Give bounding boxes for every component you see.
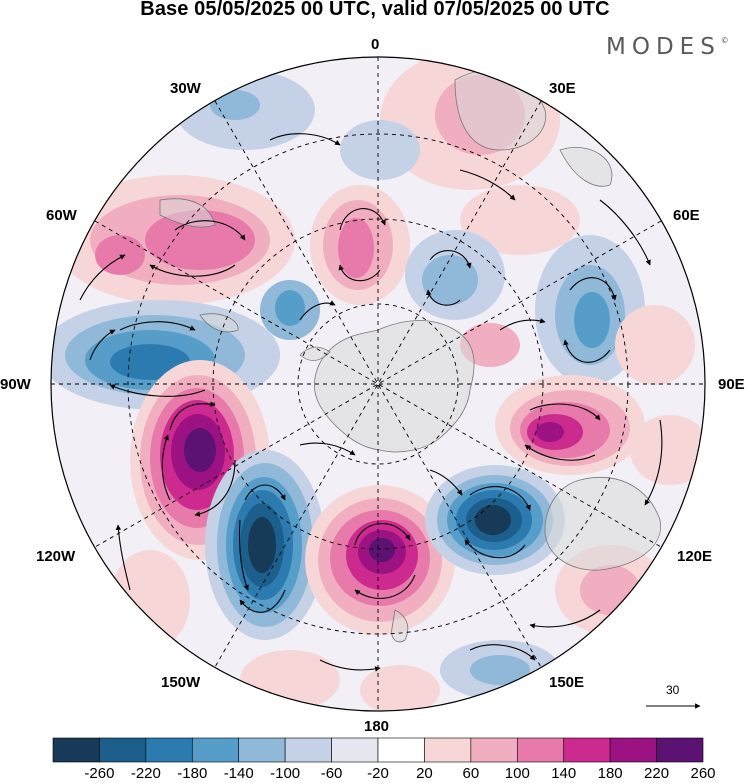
lon-label-90w: 90W <box>0 376 31 393</box>
colorbar-tick-label: -60 <box>320 765 343 782</box>
colorbar-swatch <box>470 737 518 763</box>
colorbar-swatch <box>516 737 565 763</box>
graticule <box>51 57 705 711</box>
lon-label-180: 180 <box>364 718 390 735</box>
colorbar-swatch <box>331 737 379 763</box>
map-border <box>50 56 706 712</box>
colorbar-tick-label: 180 <box>597 765 623 782</box>
colorbar-tick-label: -260 <box>84 765 115 782</box>
lon-label-120w: 120W <box>36 548 76 565</box>
colorbar-tick-label: 140 <box>551 765 577 782</box>
colorbar-tick-label: -180 <box>177 765 208 782</box>
colorbar-tick-label: -100 <box>270 765 301 782</box>
lon-label-30w: 30W <box>170 80 201 97</box>
colorbar-tick-label: -140 <box>223 765 254 782</box>
anomaly-field <box>51 57 705 711</box>
colorbar-swatch <box>99 737 147 763</box>
colorbar-swatch <box>145 737 193 763</box>
colorbar-tick-label: -220 <box>130 765 161 782</box>
colorbar-tick-label: 20 <box>416 765 433 782</box>
colorbar-swatch <box>377 737 425 763</box>
modes-logo: MODES© <box>606 34 729 60</box>
lon-label-60e: 60E <box>673 207 700 224</box>
south-america <box>159 198 216 228</box>
colorbar-swatch <box>609 737 657 763</box>
colorbar-swatch <box>191 737 240 763</box>
lon-label-0: 0 <box>371 36 380 53</box>
colorbar-swatch <box>563 737 611 763</box>
colorbar-tick-label: -20 <box>367 765 389 782</box>
lon-label-150w: 150W <box>161 674 201 691</box>
colorbar <box>52 737 704 763</box>
australia <box>544 477 662 571</box>
lon-label-60w: 60W <box>46 207 77 224</box>
chart-title: Base 05/05/2025 00 UTC, valid 07/05/2025… <box>140 0 610 20</box>
map-disk <box>51 57 705 711</box>
colorbar-swatch <box>284 737 332 763</box>
antarctica <box>313 320 475 453</box>
colorbar-swatch <box>656 737 704 763</box>
lon-label-30e: 30E <box>549 80 576 97</box>
colorbar-swatch <box>52 737 100 763</box>
colorbar-tick-label: 260 <box>690 765 716 782</box>
lon-label-150e: 150E <box>549 674 585 691</box>
colorbar-tick-label: 220 <box>644 765 670 782</box>
wind-vectors <box>79 133 663 672</box>
lon-label-90e: 90E <box>718 376 745 393</box>
lon-label-120e: 120E <box>677 548 713 565</box>
colorbar-swatch <box>424 737 472 763</box>
colorbar-tick-label: 100 <box>504 765 530 782</box>
colorbar-swatch <box>238 737 286 763</box>
reference-vector-label: 30 <box>666 683 680 697</box>
colorbar-tick-label: 60 <box>462 765 480 782</box>
